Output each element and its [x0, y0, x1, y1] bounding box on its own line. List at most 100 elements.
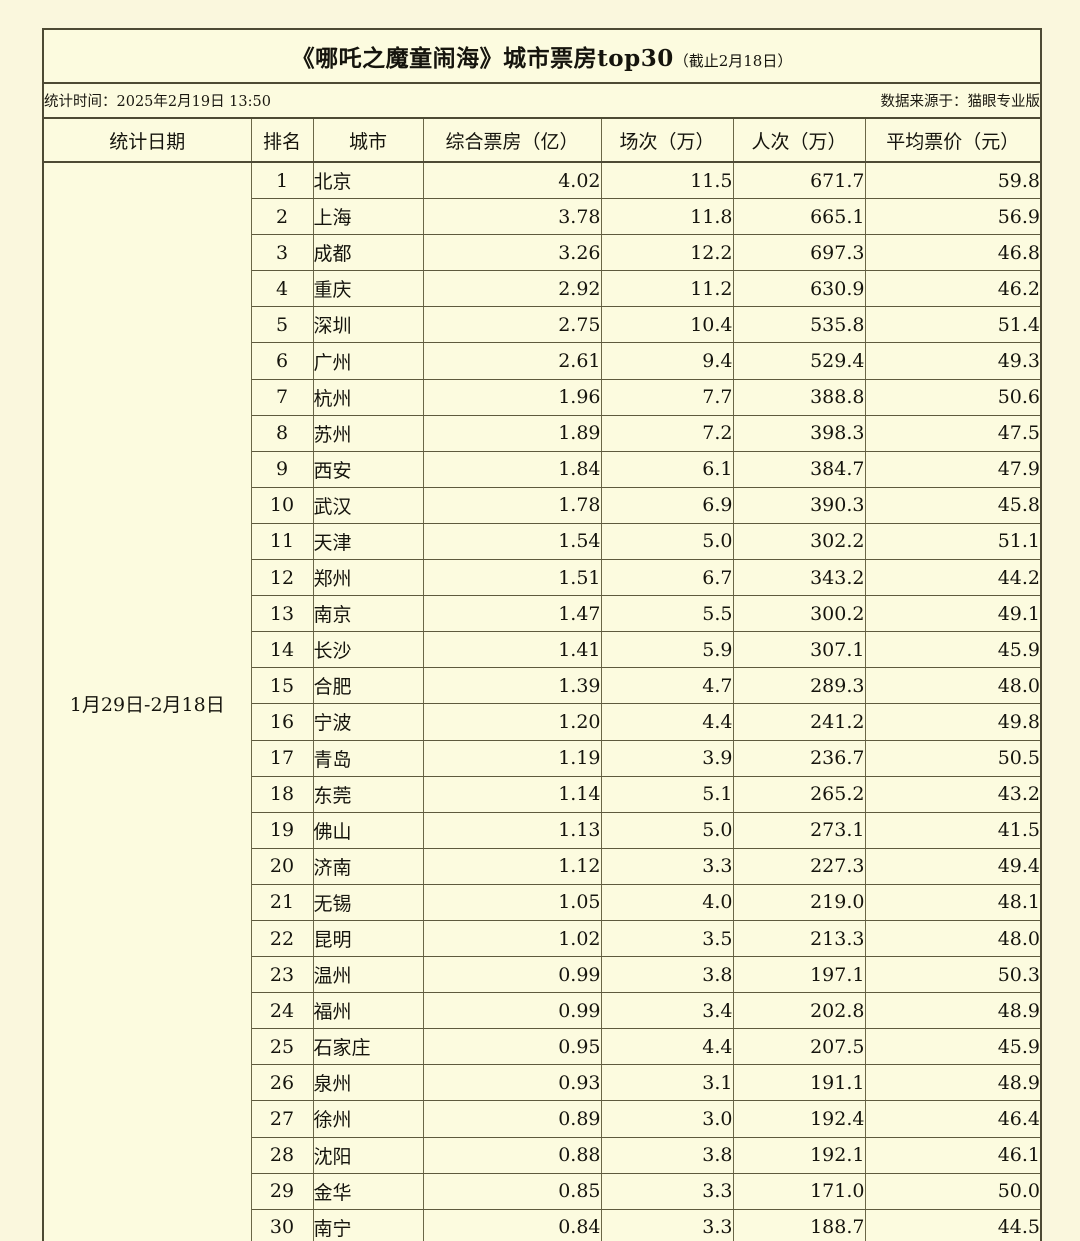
cell-shows: 5.1 [600, 775, 734, 813]
cell-shows: 3.9 [600, 739, 734, 777]
cell-attendance: 273.1 [732, 811, 866, 849]
cell-attendance: 300.2 [732, 595, 866, 633]
column-header-attendance: 人次（万） [732, 117, 866, 163]
cell-rank: 10 [250, 486, 314, 524]
city-box-office-table: 《哪吒之魔童闹海》城市票房top30（截止2月18日） 统计时间：2025年2月… [42, 28, 1043, 1241]
date-range-cell: 1月29日-2月18日 [42, 161, 252, 1241]
cell-shows: 10.4 [600, 306, 734, 344]
table-row: 29 金华 0.85 3.3 171.0 50.0 [43, 1172, 1042, 1210]
cell-attendance: 191.1 [732, 1064, 866, 1102]
cell-city: 南宁 [312, 1208, 424, 1241]
cell-rank: 25 [250, 1028, 314, 1066]
cell-avg-price: 48.9 [864, 992, 1042, 1030]
cell-city: 郑州 [312, 559, 424, 597]
cell-avg-price: 47.5 [864, 414, 1042, 452]
cell-box-office: 1.51 [422, 559, 602, 597]
cell-box-office: 1.84 [422, 450, 602, 488]
cell-avg-price: 46.8 [864, 234, 1042, 272]
cell-attendance: 388.8 [732, 378, 866, 416]
cell-attendance: 188.7 [732, 1208, 866, 1241]
cell-shows: 3.0 [600, 1100, 734, 1138]
table-row: 9 西安 1.84 6.1 384.7 47.9 [43, 450, 1042, 488]
table-row: 10 武汉 1.78 6.9 390.3 45.8 [43, 486, 1042, 524]
column-header-shows: 场次（万） [600, 117, 734, 163]
table-row: 22 昆明 1.02 3.5 213.3 48.0 [43, 919, 1042, 958]
cell-city: 苏州 [312, 414, 424, 452]
meta-row: 统计时间：2025年2月19日 13:50 数据来源于：猫眼专业版 [42, 82, 1042, 119]
cell-rank: 9 [250, 450, 314, 488]
table-meta-cell: 统计时间：2025年2月19日 13:50 数据来源于：猫眼专业版 [42, 82, 1042, 119]
cell-avg-price: 43.2 [864, 775, 1042, 813]
cell-rank: 27 [250, 1100, 314, 1138]
cell-avg-price: 50.0 [864, 1172, 1042, 1210]
column-header-box-office: 综合票房（亿） [422, 117, 602, 163]
cell-city: 青岛 [312, 739, 424, 777]
cell-avg-price: 45.9 [864, 1028, 1042, 1066]
cell-shows: 7.2 [600, 414, 734, 452]
cell-avg-price: 45.9 [864, 631, 1042, 669]
cell-attendance: 665.1 [732, 198, 866, 236]
cell-box-office: 2.75 [422, 306, 602, 344]
cell-rank: 2 [250, 198, 314, 236]
cell-rank: 20 [250, 847, 314, 885]
cell-box-office: 1.78 [422, 486, 602, 524]
cell-rank: 6 [250, 342, 314, 380]
cell-box-office: 2.61 [422, 342, 602, 380]
table-body: 1月29日-2月18日 1 北京 4.02 11.5 671.7 59.8 2 上海 3.78 11… [42, 161, 1042, 1241]
cell-rank: 7 [250, 378, 314, 416]
stat-time-label: 统计时间：2025年2月19日 13:50 [44, 94, 271, 110]
cell-shows: 5.5 [600, 595, 734, 633]
cell-avg-price: 41.5 [864, 811, 1042, 849]
cell-city: 南京 [312, 595, 424, 633]
cell-box-office: 1.47 [422, 595, 602, 633]
cell-avg-price: 49.4 [864, 847, 1042, 885]
page-title-note: （截止2月18日） [673, 52, 793, 70]
cell-attendance: 192.1 [732, 1136, 866, 1174]
cell-city: 广州 [312, 342, 424, 380]
cell-box-office: 2.92 [422, 270, 602, 308]
cell-box-office: 0.85 [422, 1172, 602, 1210]
cell-avg-price: 44.5 [864, 1208, 1042, 1241]
table-row: 5 深圳 2.75 10.4 535.8 51.4 [43, 306, 1042, 344]
table-row: 8 苏州 1.89 7.2 398.3 47.5 [43, 414, 1042, 452]
cell-box-office: 0.93 [422, 1064, 602, 1102]
cell-city: 杭州 [312, 378, 424, 416]
cell-shows: 3.5 [600, 919, 734, 958]
cell-rank: 4 [250, 270, 314, 308]
cell-shows: 11.2 [600, 270, 734, 308]
cell-avg-price: 46.1 [864, 1136, 1042, 1174]
cell-city: 沈阳 [312, 1136, 424, 1174]
cell-city: 福州 [312, 992, 424, 1030]
cell-attendance: 307.1 [732, 631, 866, 669]
cell-avg-price: 50.5 [864, 739, 1042, 777]
cell-city: 金华 [312, 1172, 424, 1210]
cell-city: 西安 [312, 450, 424, 488]
cell-avg-price: 51.4 [864, 306, 1042, 344]
cell-city: 长沙 [312, 631, 424, 669]
cell-box-office: 1.54 [422, 522, 602, 561]
table-row: 14 长沙 1.41 5.9 307.1 45.9 [43, 631, 1042, 669]
cell-avg-price: 50.3 [864, 956, 1042, 994]
cell-box-office: 0.88 [422, 1136, 602, 1174]
box-office-table-container: 《哪吒之魔童闹海》城市票房top30（截止2月18日） 统计时间：2025年2月… [42, 28, 1043, 1241]
cell-shows: 6.7 [600, 559, 734, 597]
cell-city: 重庆 [312, 270, 424, 308]
cell-avg-price: 47.9 [864, 450, 1042, 488]
cell-rank: 12 [250, 559, 314, 597]
cell-attendance: 219.0 [732, 883, 866, 921]
cell-city: 无锡 [312, 883, 424, 921]
column-header-avg-price: 平均票价（元） [864, 117, 1042, 163]
cell-attendance: 289.3 [732, 667, 866, 705]
cell-avg-price: 48.1 [864, 883, 1042, 921]
cell-shows: 7.7 [600, 378, 734, 416]
cell-attendance: 697.3 [732, 234, 866, 272]
cell-avg-price: 48.9 [864, 1064, 1042, 1102]
cell-avg-price: 44.2 [864, 559, 1042, 597]
table-row: 11 天津 1.54 5.0 302.2 51.1 [43, 522, 1042, 561]
cell-rank: 30 [250, 1208, 314, 1241]
cell-attendance: 398.3 [732, 414, 866, 452]
table-row: 28 沈阳 0.88 3.8 192.1 46.1 [43, 1136, 1042, 1174]
cell-shows: 5.0 [600, 811, 734, 849]
cell-attendance: 529.4 [732, 342, 866, 380]
